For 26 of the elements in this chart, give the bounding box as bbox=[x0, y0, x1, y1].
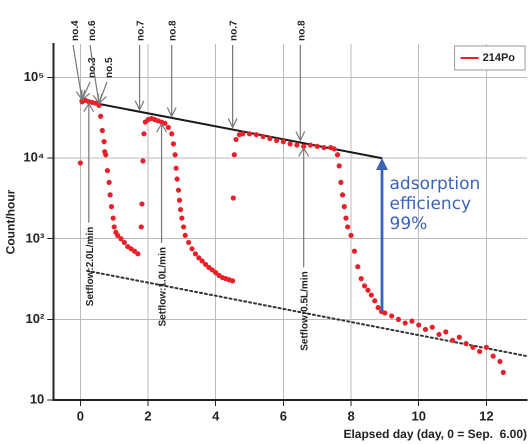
legend-label: 214Po bbox=[482, 52, 516, 64]
y-tick-label: 10² bbox=[25, 310, 45, 326]
annotation: no.5 bbox=[104, 57, 115, 78]
annotation: no.8 bbox=[296, 20, 308, 41]
x-tick-label: 0 bbox=[76, 408, 84, 424]
x-tick-label: 4 bbox=[212, 408, 220, 424]
y-tick-label: 10³ bbox=[25, 230, 45, 246]
y-tick-label: 10⁵ bbox=[24, 69, 44, 84]
annotation: Setflow:1.0L/min bbox=[158, 247, 169, 326]
x-tick-label: 6 bbox=[280, 408, 287, 424]
annotation: no.7 bbox=[136, 20, 147, 41]
x-axis-title: Elapsed day (day, 0 = Sep. 6.00) bbox=[343, 427, 527, 442]
x-tick-label: 10 bbox=[411, 408, 426, 424]
annotation: no.7 bbox=[228, 20, 240, 41]
y-tick-label: 10 bbox=[30, 392, 44, 407]
annotation: no.8 bbox=[168, 20, 179, 41]
annotation: adsorption efficiency 99% bbox=[390, 174, 480, 234]
annotation: no.6 bbox=[86, 20, 98, 41]
annotation: Setflow:2.0L/min bbox=[84, 226, 96, 306]
x-tick-label: 8 bbox=[347, 408, 355, 424]
x-tick-label: 12 bbox=[479, 408, 494, 424]
annotation: Setflow:0.5L/min bbox=[300, 271, 311, 351]
annotation: no.4 bbox=[70, 20, 82, 41]
y-tick-label: 10⁴ bbox=[23, 150, 44, 165]
x-tick-label: 2 bbox=[144, 408, 152, 424]
y-axis-title: Count/hour bbox=[4, 189, 18, 254]
